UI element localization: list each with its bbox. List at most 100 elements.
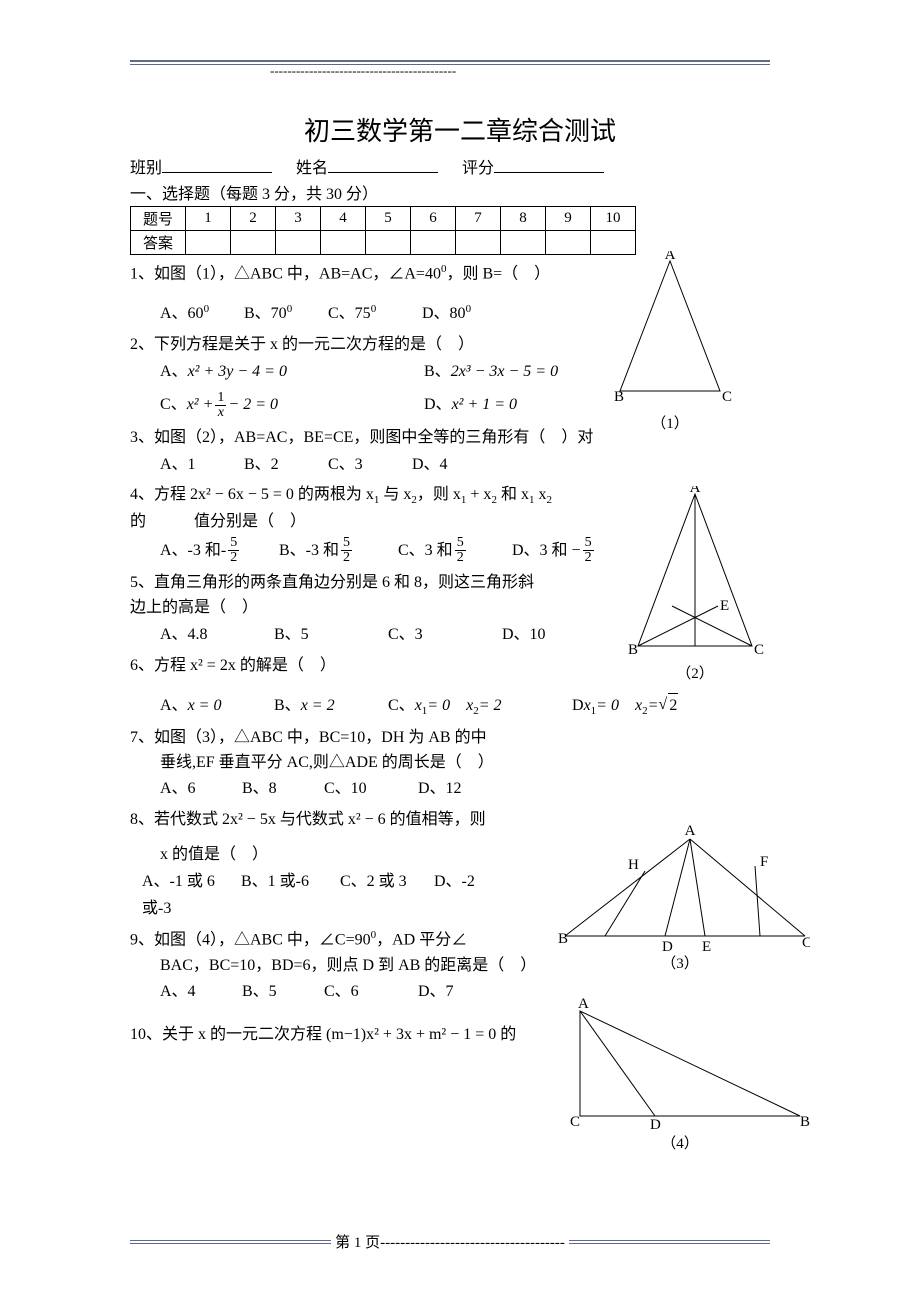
- question-9: 9、如图（4），△ABC 中，∠C=900，AD 平分∠ BAC，BC=10，B…: [130, 927, 550, 1005]
- section-1-head: 一、选择题（每题 3 分，共 30 分）: [130, 180, 790, 204]
- svg-text:D: D: [662, 939, 673, 951]
- q10-stem: 10、关于 x 的一元二次方程 (m−1)x² + 3x + m² − 1 = …: [130, 1023, 550, 1048]
- score-label: 评分: [462, 160, 494, 177]
- page-title: 初三数学第一二章综合测试: [130, 111, 790, 148]
- q2-B-body: 2x³ − 3x − 5 = 0: [451, 360, 558, 385]
- q6-C: C、: [388, 694, 415, 719]
- svg-text:A: A: [578, 996, 589, 1012]
- svg-text:F: F: [760, 854, 768, 870]
- name-label: 姓名: [296, 160, 328, 177]
- col-num: 5: [366, 207, 411, 231]
- q2-C-pre: C、: [160, 393, 187, 418]
- q4-d: + x: [466, 486, 491, 503]
- question-7: 7、如图（3），△ABC 中，BC=10，DH 为 AB 的中 垂线,EF 垂直…: [130, 726, 550, 802]
- class-blank[interactable]: [162, 158, 272, 173]
- name-blank[interactable]: [328, 158, 438, 173]
- question-10: 10、关于 x 的一元二次方程 (m−1)x² + 3x + m² − 1 = …: [130, 1023, 550, 1048]
- q2-B-pre: B、: [424, 360, 451, 385]
- q6-D: D: [572, 694, 584, 719]
- q2-D-pre: D、: [424, 393, 452, 418]
- col-num: 2: [231, 207, 276, 231]
- svg-text:E: E: [702, 939, 711, 951]
- q4-B: B、-3 和: [279, 539, 339, 564]
- fig1-A: A: [665, 251, 676, 263]
- footer-dash: -------------------------------------: [380, 1235, 565, 1251]
- svg-text:A: A: [685, 823, 696, 839]
- q6-B: B、: [274, 694, 301, 719]
- fig2-caption: （2）: [620, 663, 770, 686]
- figure-1: A B C （1）: [600, 251, 740, 436]
- col-num: 9: [546, 207, 591, 231]
- q9-C: C、6: [324, 980, 414, 1005]
- question-8: 8、若代数式 2x² − 5x 与代数式 x² − 6 的值相等，则 x 的值是…: [130, 808, 550, 921]
- q4-e: 和 x: [497, 486, 529, 503]
- answer-cell[interactable]: [411, 231, 456, 255]
- row1-head: 题号: [131, 207, 186, 231]
- q8-A: A、-1 或 6: [142, 870, 237, 895]
- q4-f: x: [534, 486, 546, 503]
- answer-cell[interactable]: [456, 231, 501, 255]
- q6-A: A、: [160, 694, 188, 719]
- fig1-B: B: [614, 389, 624, 405]
- q2-C-mid: − 2 = 0: [228, 393, 278, 418]
- answer-cell[interactable]: [186, 231, 231, 255]
- q3-A: A、1: [160, 453, 240, 478]
- q9-b: ，AD 平分∠: [376, 932, 467, 949]
- q9-B: B、5: [242, 980, 320, 1005]
- answer-cell[interactable]: [366, 231, 411, 255]
- q8-C: C、2 或 3: [340, 870, 430, 895]
- questions: A B C （1） 1、如图（1），△ABC 中，AB=AC，∠A=400，则 …: [130, 261, 790, 1048]
- table-row: 题号 1 2 3 4 5 6 7 8 9 10: [131, 207, 636, 231]
- q7-A: A、6: [160, 777, 238, 802]
- fig1-C: C: [722, 389, 732, 405]
- page: ----------------------------------------…: [0, 0, 920, 1302]
- q8-stem-b: x 的值是（ ）: [160, 843, 550, 868]
- q8-stem-a: 8、若代数式 2x² − 5x 与代数式 x² − 6 的值相等，则: [130, 808, 550, 833]
- q2-C-x2: x² +: [187, 393, 214, 418]
- info-line: 班别 姓名 评分: [130, 154, 790, 178]
- class-label: 班别: [130, 160, 162, 177]
- q7-C: C、10: [324, 777, 414, 802]
- fig4-caption: （4）: [550, 1133, 810, 1156]
- svg-text:D: D: [650, 1117, 661, 1131]
- q4-A: A、-3 和-: [160, 539, 226, 564]
- row2-head: 答案: [131, 231, 186, 255]
- svg-text:C: C: [802, 935, 810, 951]
- score-blank[interactable]: [494, 158, 604, 173]
- q7-stem1: 7、如图（3），△ABC 中，BC=10，DH 为 AB 的中: [130, 726, 550, 751]
- q1-stem-b: ，则 B=（ ）: [446, 265, 550, 282]
- q8-line3: 或-3: [142, 897, 550, 922]
- col-num: 8: [501, 207, 546, 231]
- svg-text:B: B: [800, 1114, 810, 1130]
- q5-C: C、3: [388, 623, 498, 648]
- figure-2: A B C E （2）: [620, 486, 770, 686]
- q5-D: D、10: [502, 623, 546, 648]
- figure-4: A C B D （4）: [550, 996, 810, 1156]
- answer-cell[interactable]: [501, 231, 546, 255]
- svg-text:C: C: [570, 1114, 580, 1130]
- answer-cell[interactable]: [321, 231, 366, 255]
- answer-cell[interactable]: [546, 231, 591, 255]
- q3-D: D、4: [412, 453, 448, 478]
- answer-cell[interactable]: [276, 231, 321, 255]
- q9-D: D、7: [418, 980, 454, 1005]
- svg-text:A: A: [690, 486, 701, 496]
- col-num: 10: [591, 207, 636, 231]
- q9-stem2: BAC，BC=10，BD=6，则点 D 到 AB 的距离是（ ）: [160, 954, 550, 979]
- q1-D: D、80: [422, 302, 466, 327]
- col-num: 7: [456, 207, 501, 231]
- q1-A: A、60: [160, 302, 204, 327]
- col-num: 6: [411, 207, 456, 231]
- svg-text:B: B: [628, 642, 638, 658]
- q7-D: D、12: [418, 777, 462, 802]
- q3-B: B、2: [244, 453, 324, 478]
- q2-D-body: x² + 1 = 0: [452, 393, 518, 418]
- q2-A-pre: A、: [160, 360, 188, 385]
- svg-text:E: E: [720, 598, 729, 614]
- page-num: 第 1 页: [335, 1235, 380, 1251]
- answer-cell[interactable]: [231, 231, 276, 255]
- fig1-caption: （1）: [600, 413, 740, 436]
- q4-D: D、3 和 −: [512, 539, 581, 564]
- q1-stem-a: 1、如图（1），△ABC 中，AB=AC，∠A=40: [130, 265, 441, 282]
- q3-C: C、3: [328, 453, 408, 478]
